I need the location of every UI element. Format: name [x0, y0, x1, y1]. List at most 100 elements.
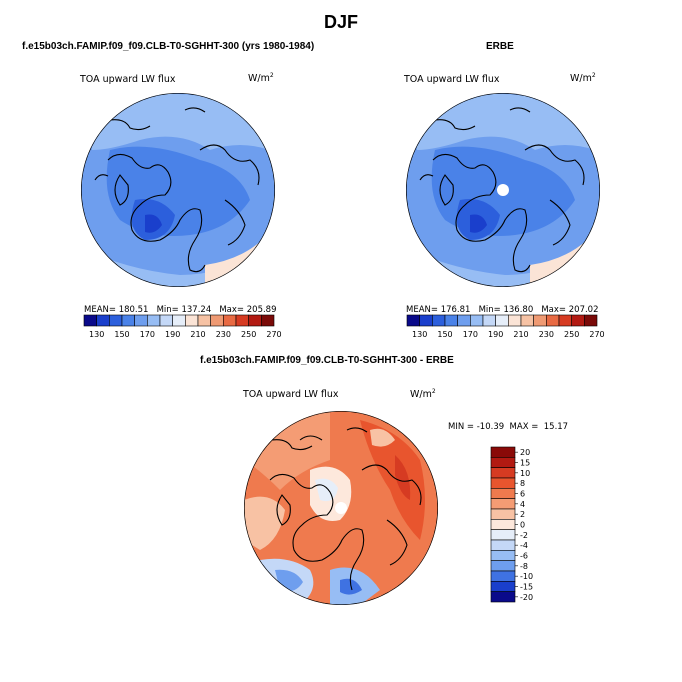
panel2-colorbar-swatch	[520, 314, 534, 327]
panel2-variable-label: TOA upward LW flux	[404, 74, 500, 85]
panel1-colorbar-swatch	[210, 314, 224, 327]
panel2-map	[406, 93, 600, 287]
panel3-units-label: W/m2	[410, 388, 436, 401]
panel3-colorbar-tick-label: 10	[520, 469, 530, 478]
panel1-colorbar-swatch	[83, 314, 97, 327]
panel3-colorbar-swatch	[490, 467, 516, 479]
panel2-colorbar-swatch	[406, 314, 420, 327]
panel2-colorbar-swatch	[571, 314, 585, 327]
panel2-colorbar-swatch	[419, 314, 433, 327]
panel1-colorbar-tick-label: 210	[190, 330, 205, 339]
panel3-colorbar-tick-label: -6	[520, 552, 528, 561]
panel3-map	[244, 411, 438, 605]
panel2-colorbar-swatch	[444, 314, 458, 327]
panel1-map	[81, 93, 275, 287]
panel1-colorbar-swatch	[134, 314, 148, 327]
panel3-colorbar-swatch	[490, 457, 516, 468]
panel1-coastlines	[94, 107, 260, 273]
panel2-stats: MEAN= 176.81 Min= 136.80 Max= 207.02	[406, 305, 599, 315]
panel3-colorbar-tick-label: -15	[520, 583, 533, 592]
panel3-colorbar-tick-label: 6	[520, 490, 525, 499]
panel2-colorbar-swatch	[482, 314, 496, 327]
panel1-colorbar-swatch	[248, 314, 262, 327]
panel2-colorbar-swatch	[546, 314, 560, 327]
panel3-colorbar-tick-label: 20	[520, 448, 530, 457]
panel1-stats: MEAN= 180.51 Min= 137.24 Max= 205.89	[84, 305, 277, 315]
panel2-colorbar-swatch	[457, 314, 471, 327]
panel1-colorbar-swatch	[159, 314, 173, 327]
panel1-colorbar-swatch	[121, 314, 135, 327]
panel2-colorbar-tick-label: 210	[513, 330, 528, 339]
panel2-field-region	[470, 214, 487, 233]
panel3-colorbar-swatch	[490, 539, 516, 551]
panel3-colorbar-swatch	[490, 508, 516, 520]
panel3-colorbar-tick-label: -10	[520, 572, 533, 581]
panel1-colorbar-tick-label: 170	[140, 330, 155, 339]
panel1-colorbar: 130 150 170 190 210 230 250 270	[83, 314, 282, 339]
panel3-field-region	[370, 428, 395, 447]
panel1-colorbar-tick-label: 130	[89, 330, 104, 339]
panel3-variable-label: TOA upward LW flux	[243, 389, 339, 400]
panel2-colorbar-swatch	[558, 314, 572, 327]
page-title: DJF	[323, 12, 358, 32]
panel3-colorbar-swatch	[490, 560, 516, 572]
panel2-colorbar-tick-label: 250	[564, 330, 579, 339]
panel3-colorbar-swatch	[490, 446, 516, 458]
panel1-colorbar-swatch	[235, 314, 249, 327]
panel2-colorbar-tick-label: 170	[463, 330, 478, 339]
panel3-colorbar-tick-label: 0	[520, 521, 525, 530]
panel3-colorbar-swatch	[490, 529, 516, 541]
panel2-colorbar-swatch	[432, 314, 446, 327]
panel1-units-label: W/m2	[248, 72, 274, 85]
panel3-colorbar-swatch	[490, 488, 516, 499]
panel3-colorbar-tick-label: 15	[520, 459, 530, 468]
panel1-colorbar-swatch	[197, 314, 211, 327]
panel3-colorbar-tick-label: -20	[520, 593, 533, 602]
panel3-stats: MIN = -10.39 MAX = 15.17	[448, 422, 569, 432]
panel3-colorbar-tick-label: -8	[520, 562, 528, 571]
panel1-colorbar-swatch	[261, 314, 275, 327]
panel2-colorbar: 130 150 170 190 210 230 250 270	[406, 314, 605, 339]
panel3-field-region	[395, 455, 411, 500]
panel3-colorbar-swatch	[490, 570, 516, 582]
panel3-colorbar-swatch	[490, 581, 516, 592]
panel3-colorbar-tick-label: -4	[520, 541, 528, 550]
panel2-coastlines	[419, 107, 585, 273]
panel2-colorbar-swatch	[470, 314, 484, 327]
panel1-variable-label: TOA upward LW flux	[80, 74, 176, 85]
panel2-case-title: ERBE	[486, 41, 514, 52]
panel2-colorbar-tick-label: 130	[412, 330, 427, 339]
panel3-coastlines	[269, 427, 422, 591]
panel1-colorbar-swatch	[223, 314, 237, 327]
panel1-field-region	[90, 93, 270, 150]
panel3-colorbar-tick-label: 8	[520, 479, 525, 488]
panel1-colorbar-swatch	[172, 314, 186, 327]
panel2-colorbar-tick-label: 270	[589, 330, 604, 339]
panel3-colorbar-swatch	[490, 550, 516, 561]
panel3-field-region	[360, 420, 425, 540]
panel3-field-region	[244, 496, 285, 550]
panel3-case-title: f.e15b03ch.FAMIP.f09_f09.CLB-T0-SGHHT-30…	[200, 355, 454, 366]
panel3-colorbar-swatch	[490, 591, 516, 603]
panel2-field-region	[415, 93, 595, 150]
panel1-colorbar-tick-label: 190	[165, 330, 180, 339]
panel3-colorbar-swatch	[490, 477, 516, 489]
panel1-colorbar-swatch	[147, 314, 161, 327]
panel3-colorbar-tick-label: -2	[520, 531, 528, 540]
panel3-pole-missing-data	[335, 502, 347, 514]
panel1-colorbar-swatch	[109, 314, 123, 327]
panel2-pole-missing-data	[497, 184, 509, 196]
panel3-field-region	[315, 478, 338, 502]
panel1-colorbar-swatch	[185, 314, 199, 327]
panel1-field-region	[145, 214, 162, 233]
panel1-colorbar-swatch	[96, 314, 110, 327]
panel2-colorbar-swatch	[495, 314, 509, 327]
panel3-colorbar-swatch	[490, 519, 516, 530]
panel2-colorbar-swatch	[508, 314, 522, 327]
panel2-colorbar-swatch	[533, 314, 547, 327]
panel3-colorbar-swatch	[490, 498, 516, 510]
panel1-case-title: f.e15b03ch.FAMIP.f09_f09.CLB-T0-SGHHT-30…	[22, 41, 315, 52]
panel3-colorbar-tick-label: 4	[520, 500, 525, 509]
panel1-colorbar-tick-label: 270	[266, 330, 281, 339]
